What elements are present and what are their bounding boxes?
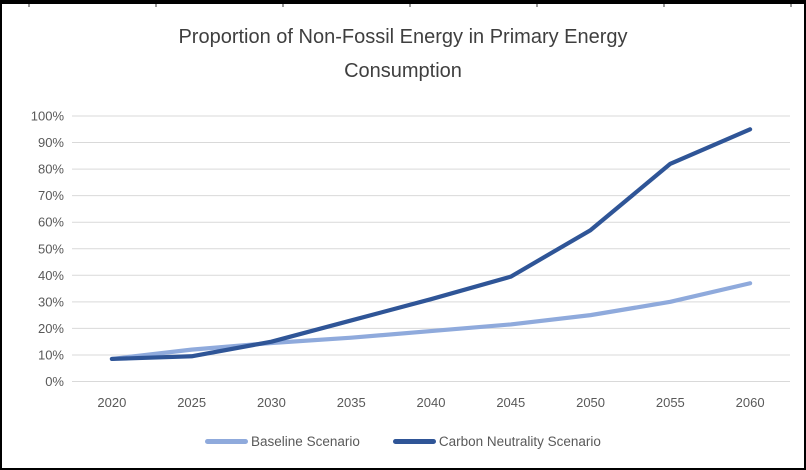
y-axis-tick-label: 90% [38, 135, 64, 150]
x-axis-tick-label: 2060 [736, 395, 765, 410]
x-axis-tick-label: 2035 [337, 395, 366, 410]
y-axis-tick-label: 100% [31, 109, 65, 124]
legend-label-carbon-neutrality: Carbon Neutrality Scenario [438, 434, 601, 449]
x-axis-tick-label: 2020 [97, 395, 126, 410]
y-axis-tick-label: 60% [38, 215, 64, 230]
x-axis-tick-label: 2040 [417, 395, 446, 410]
legend-item-baseline: Baseline Scenario [205, 434, 360, 449]
y-axis-tick-label: 0% [45, 374, 64, 389]
baseline-series-line [109, 281, 753, 362]
chart-title: Proportion of Non-Fossil Energy in Prima… [178, 26, 628, 82]
chart-legend: Baseline Scenario Carbon Neutrality Scen… [2, 434, 804, 449]
y-axis-tick-label: 70% [38, 188, 64, 203]
y-axis-tick-labels: 0% 10% 20% 30% 40% 50% 60% 70% 80% 90% 100% [31, 109, 65, 390]
carbon-neutrality-line-swatch [392, 439, 436, 444]
y-axis-tick-label: 20% [38, 321, 64, 336]
x-axis-tick-label: 2045 [496, 395, 525, 410]
y-axis-tick-label: 40% [38, 268, 64, 283]
y-axis-tick-label: 10% [38, 347, 64, 362]
legend-label-baseline: Baseline Scenario [251, 434, 360, 449]
x-axis-tick-label: 2050 [576, 395, 605, 410]
carbon-neutrality-series-line [109, 127, 753, 362]
y-axis-tick-label: 80% [38, 162, 64, 177]
x-axis-tick-label: 2030 [257, 395, 286, 410]
x-axis-tick-label: 2055 [656, 395, 685, 410]
baseline-line-swatch [205, 439, 249, 444]
legend-item-carbon-neutrality: Carbon Neutrality Scenario [392, 434, 601, 449]
top-border-ticks [2, 4, 804, 7]
y-axis-tick-label: 30% [38, 294, 64, 309]
line-chart-plot-area: 0%10%20%30%40%50%60%70%80%90%100% 2020 20… [31, 109, 790, 410]
x-axis-tick-label: 2025 [177, 395, 206, 410]
x-axis-tick-labels: 2020 2025 2030 2035 2040 2045 2050 2055 2060 [97, 395, 764, 410]
y-axis-tick-label: 50% [38, 241, 64, 256]
gridlines [72, 115, 790, 382]
